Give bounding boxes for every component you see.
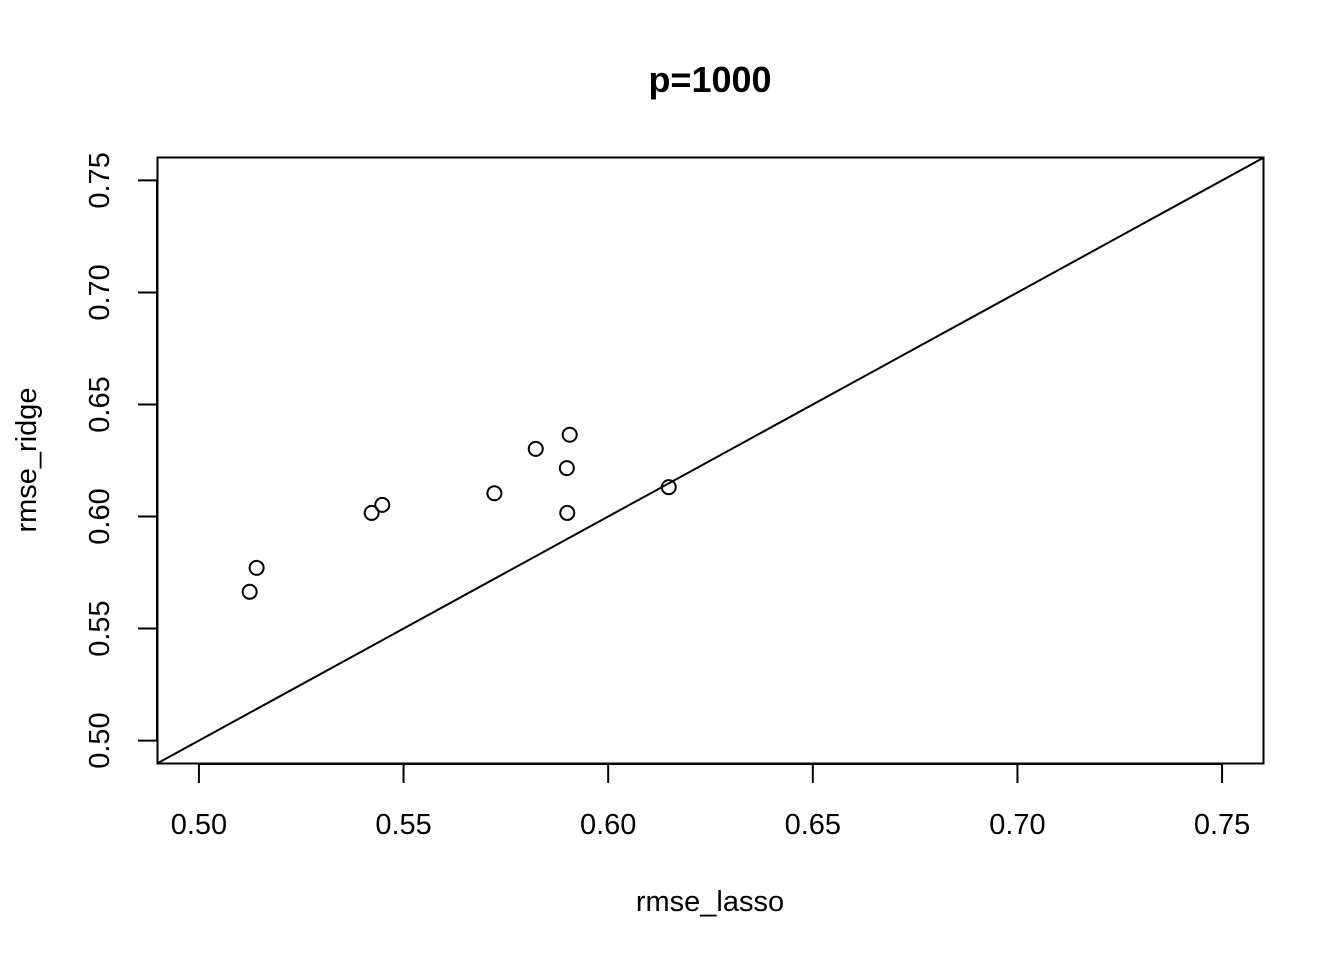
- chart-title: p=1000: [648, 59, 771, 100]
- y-tick-label: 0.55: [84, 600, 116, 656]
- y-tick-label: 0.60: [84, 488, 116, 544]
- x-tick-label: 0.55: [375, 809, 431, 841]
- data-point: [561, 426, 578, 443]
- data-point: [558, 460, 575, 477]
- y-axis-label: rmse_ridge: [11, 387, 43, 532]
- data-point: [486, 485, 503, 502]
- reference-line-group: [157, 157, 1264, 764]
- y-tick-label: 0.70: [84, 264, 116, 320]
- x-tick-label: 0.60: [580, 809, 636, 841]
- data-point: [363, 504, 380, 521]
- y-tick-label: 0.50: [84, 712, 116, 768]
- x-tick-label: 0.65: [785, 809, 841, 841]
- data-point: [559, 504, 576, 521]
- x-axis-label: rmse_lasso: [636, 886, 784, 918]
- data-point: [241, 583, 258, 600]
- data-point: [527, 440, 544, 457]
- y-axis: 0.50 0.55 0.60 0.65 0.70 0.75: [84, 152, 158, 769]
- scatter-points: [241, 426, 677, 600]
- y-tick-label: 0.75: [84, 152, 116, 208]
- x-axis: 0.50 0.55 0.60 0.65 0.70 0.75: [171, 763, 1250, 841]
- x-tick-label: 0.70: [989, 809, 1045, 841]
- identity-reference-line: [157, 157, 1264, 764]
- x-tick-label: 0.50: [171, 809, 227, 841]
- x-tick-label: 0.75: [1194, 809, 1250, 841]
- data-point: [374, 496, 391, 513]
- data-point: [660, 479, 677, 496]
- data-point: [248, 559, 265, 576]
- y-tick-label: 0.65: [84, 376, 116, 432]
